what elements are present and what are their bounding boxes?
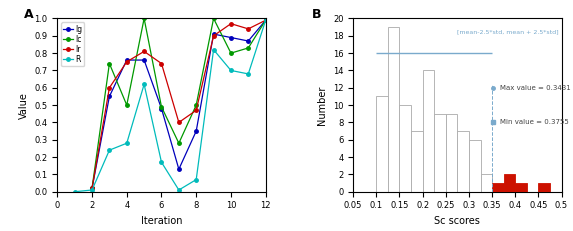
Bar	[504, 174, 515, 192]
Legend: Ig, Ic, Ir, R: Ig, Ic, Ir, R	[61, 22, 84, 66]
Ig	[245, 40, 252, 43]
R	[245, 73, 252, 75]
R	[175, 188, 182, 191]
Text: [mean-2.5*std, mean + 2.5*std]: [mean-2.5*std, mean + 2.5*std]	[457, 29, 559, 34]
Bar	[469, 140, 481, 192]
R	[227, 69, 234, 72]
Ir	[262, 19, 269, 21]
Bar	[411, 131, 423, 192]
Ig	[158, 107, 165, 110]
Ir	[245, 27, 252, 30]
R	[89, 188, 96, 191]
Ig	[262, 19, 269, 21]
Bar	[515, 183, 527, 192]
X-axis label: Sc scores: Sc scores	[434, 216, 480, 226]
Ir	[123, 60, 130, 63]
Ir	[106, 86, 113, 89]
R	[193, 178, 199, 181]
Ic	[175, 142, 182, 145]
Ir	[227, 22, 234, 25]
Ic	[158, 105, 165, 108]
Bar	[399, 105, 411, 192]
Ig	[141, 59, 148, 61]
Ig	[210, 33, 217, 35]
Text: Max value = 0.3431: Max value = 0.3431	[500, 85, 571, 91]
Ir	[175, 121, 182, 124]
Line: Ig: Ig	[91, 18, 268, 190]
Ic	[193, 104, 199, 106]
Bar	[457, 131, 469, 192]
Bar	[388, 27, 399, 192]
Bar	[539, 183, 550, 192]
R	[158, 161, 165, 164]
Ir	[158, 62, 165, 65]
Bar	[481, 174, 492, 192]
Ic	[89, 187, 96, 190]
Bar	[423, 70, 434, 192]
Ic	[227, 52, 234, 55]
Ig	[193, 130, 199, 133]
Y-axis label: Value: Value	[19, 92, 29, 119]
R	[141, 83, 148, 86]
Bar	[434, 114, 446, 192]
Ic	[210, 17, 217, 20]
Ig	[227, 36, 234, 39]
Ic	[245, 47, 252, 49]
Ic	[262, 19, 269, 21]
Y-axis label: Number: Number	[317, 85, 327, 125]
R	[123, 142, 130, 145]
R	[71, 190, 78, 193]
R	[262, 19, 269, 21]
Line: R: R	[73, 18, 268, 194]
Ir	[89, 187, 96, 190]
Ic	[141, 17, 148, 20]
Text: A: A	[24, 8, 34, 21]
X-axis label: Iteration: Iteration	[141, 216, 182, 226]
Bar	[376, 97, 388, 192]
Ig	[89, 187, 96, 190]
Line: Ic: Ic	[91, 17, 268, 190]
Text: Min value = 0.3755: Min value = 0.3755	[500, 119, 569, 125]
Text: B: B	[312, 8, 321, 21]
Ig	[106, 95, 113, 98]
Ig	[175, 168, 182, 170]
Ig	[123, 59, 130, 61]
Ir	[193, 109, 199, 112]
Line: Ir: Ir	[91, 18, 268, 190]
Ic	[106, 62, 113, 65]
Ir	[210, 34, 217, 37]
R	[210, 48, 217, 51]
Ir	[141, 50, 148, 53]
Ic	[123, 104, 130, 106]
Bar	[446, 114, 457, 192]
R	[106, 149, 113, 152]
Bar	[492, 183, 504, 192]
